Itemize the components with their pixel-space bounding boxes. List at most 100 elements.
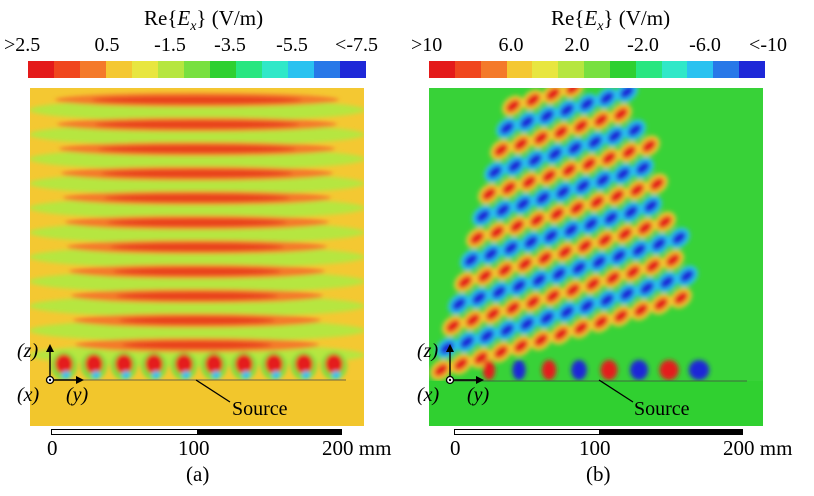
field-blob: [526, 295, 540, 309]
field-blob: [564, 223, 578, 237]
field-lobe: [659, 360, 679, 380]
field-lobe: [122, 371, 130, 379]
field-blob: [478, 269, 492, 283]
field-lobe: [152, 371, 160, 379]
field-blob: [446, 319, 460, 333]
field-lobe: [512, 360, 526, 380]
field-blob: [674, 291, 688, 305]
field-band: [119, 316, 275, 325]
axis-label-x: (x): [417, 384, 440, 406]
colorbar-a: [28, 61, 366, 78]
scale-label-200: 200 mm: [723, 436, 793, 460]
field-blob: [556, 185, 570, 199]
colorbar-swatch: [584, 61, 610, 78]
field-lobe: [272, 371, 280, 379]
field-band: [95, 120, 299, 129]
scale-label-100: 100: [579, 436, 611, 460]
field-blob: [614, 107, 628, 121]
colorbar-swatch: [713, 61, 740, 78]
colorbar-swatch: [210, 61, 236, 78]
field-blob: [522, 175, 536, 189]
field-lobe: [205, 354, 223, 374]
field-blob: [494, 143, 508, 157]
colorbar-swatch: [288, 61, 314, 78]
field-lobe: [145, 354, 163, 374]
field-lobe: [92, 371, 100, 379]
caption-b: (b): [586, 462, 611, 486]
field-blob: [622, 145, 636, 159]
field-lobe: [212, 371, 220, 379]
field-blob: [540, 109, 554, 123]
colorbar-swatch: [454, 61, 481, 78]
field-blob: [508, 159, 522, 173]
field-blob: [666, 253, 680, 267]
field-blob: [594, 113, 608, 127]
field-blob: [604, 211, 618, 225]
colorbar-tick: >2.5: [4, 34, 41, 56]
field-blob: [520, 317, 534, 331]
field-blob: [562, 163, 576, 177]
panel-a: Re{Ex} (V/m) >2.5 0.5 -1.5 -3.5 -5.5 <-7…: [4, 6, 391, 486]
colorbar-swatch: [532, 61, 559, 78]
field-lobe: [483, 360, 495, 380]
field-blob: [552, 267, 566, 281]
field-blob: [620, 287, 634, 301]
field-blob: [590, 195, 604, 209]
field-blob: [530, 213, 544, 227]
panel-b: Re{Ex} (V/m) >10 6.0 2.0 -2.0 -6.0 <-10 …: [407, 0, 814, 496]
field-lobe: [265, 354, 283, 374]
field-blob: [602, 151, 616, 165]
field-blob: [472, 291, 486, 305]
colorbar-tick: <-10: [749, 34, 787, 56]
field-blob: [538, 251, 552, 265]
axis-label-z: (z): [17, 340, 39, 362]
scale-label-0: 0: [450, 436, 461, 460]
colorbar-tick: -1.5: [154, 34, 186, 56]
field-blob: [434, 363, 448, 377]
field-map-b: [429, 88, 763, 426]
colorbar-tick: 2.0: [564, 34, 590, 56]
colorbar-swatch: [314, 61, 340, 78]
source-pointer-b: [598, 379, 634, 403]
field-blob: [658, 215, 672, 229]
field-map-a: [30, 88, 364, 426]
field-lobe: [541, 360, 557, 380]
field-blob: [628, 123, 642, 137]
field-plot-b: [429, 88, 763, 426]
colorbar-tick: 0.5: [94, 34, 120, 56]
field-blob: [614, 309, 628, 323]
field-blob: [492, 285, 506, 299]
field-blob: [608, 129, 622, 143]
field-band: [116, 292, 278, 300]
field-band: [113, 267, 281, 276]
caption-a: (a): [186, 462, 210, 486]
axis-label-z: (z): [417, 340, 439, 362]
field-blob: [650, 177, 664, 191]
source-pointer-a: [195, 379, 231, 403]
colorbar-swatch: [28, 61, 54, 78]
field-blob: [514, 339, 528, 353]
axis-label-y: (y): [66, 384, 89, 406]
field-blob: [480, 329, 494, 343]
field-blob: [512, 279, 526, 293]
colorbar-title-b: Re{Ex} (V/m): [550, 6, 671, 35]
field-blob: [550, 207, 564, 221]
field-blob: [494, 345, 508, 359]
field-blob: [588, 135, 602, 149]
field-lobe: [571, 360, 587, 380]
field-blob: [578, 239, 592, 253]
colorbar-swatch: [54, 61, 80, 78]
field-blob: [518, 257, 532, 271]
field-blob: [454, 357, 468, 371]
colorbar-ticks-b: >10 6.0 2.0 -2.0 -6.0 <-10: [407, 34, 814, 58]
field-blob: [476, 209, 490, 223]
field-band: [110, 243, 284, 251]
field-lobe: [630, 360, 648, 380]
field-blob: [592, 255, 606, 269]
field-blob: [566, 88, 580, 95]
colorbar-swatch: [80, 61, 106, 78]
field-lobe: [85, 354, 103, 374]
field-blob: [618, 227, 632, 241]
field-lobe: [295, 354, 313, 374]
field-blob: [582, 157, 596, 171]
